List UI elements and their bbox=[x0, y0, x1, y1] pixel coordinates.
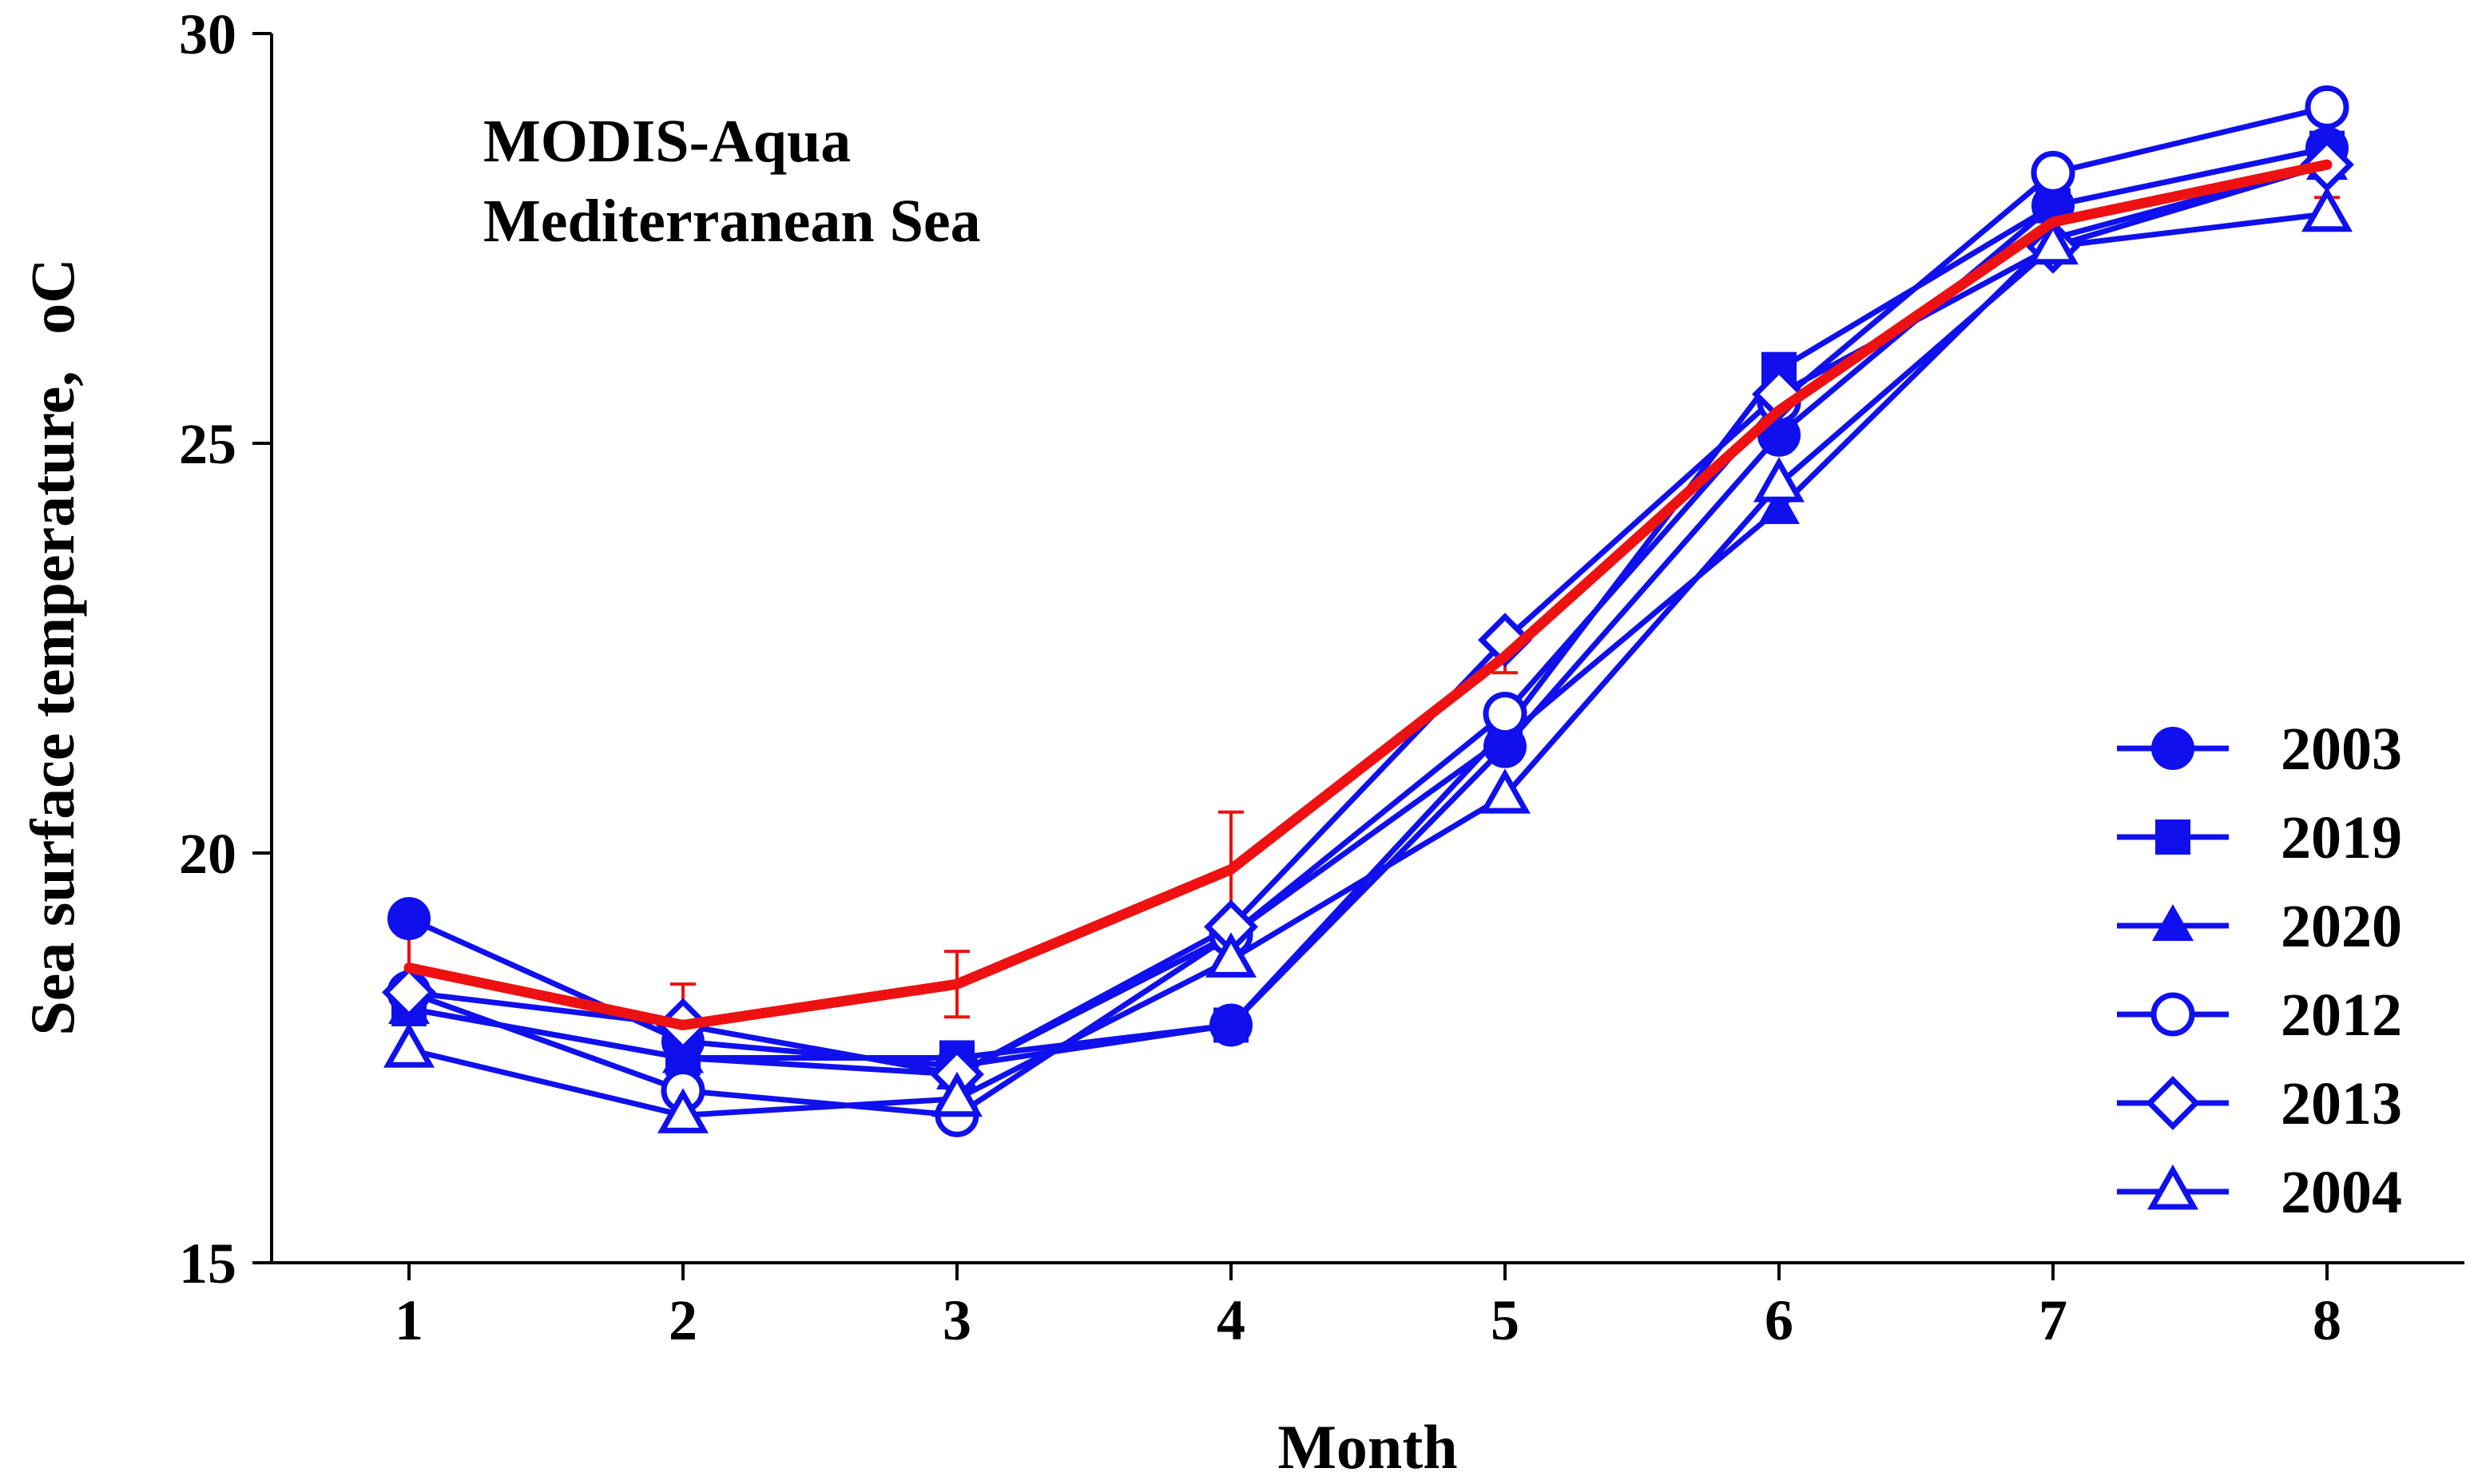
data-point-2004 bbox=[2301, 186, 2353, 232]
data-point-2004 bbox=[657, 1088, 709, 1133]
data-point-2004 bbox=[1479, 768, 1531, 814]
y-axis-label-group: Sea surface temperature, oC bbox=[18, 258, 87, 1035]
y-tick-label: 20 bbox=[179, 822, 236, 886]
legend-label-2019: 2019 bbox=[2281, 804, 2402, 871]
legend-label-2013: 2013 bbox=[2281, 1070, 2402, 1137]
mean-line-group bbox=[403, 159, 2333, 1030]
mean-layer bbox=[396, 130, 2340, 1068]
legend-label-2004: 2004 bbox=[2281, 1159, 2402, 1226]
data-point-2019 bbox=[1213, 1007, 1249, 1043]
legend-marker-2012 bbox=[2150, 992, 2195, 1037]
data-point-2012 bbox=[2305, 85, 2349, 129]
data-point-2004 bbox=[1205, 932, 1257, 978]
data-point-2004 bbox=[931, 1071, 983, 1117]
series-line-2013 bbox=[408, 161, 2329, 1077]
data-point-2013 bbox=[382, 965, 436, 1020]
data-point-2004 bbox=[2027, 219, 2079, 265]
data-point-2012 bbox=[2031, 150, 2075, 195]
legend-marker-2013 bbox=[2146, 1076, 2200, 1130]
y-tick-label: 25 bbox=[179, 412, 236, 476]
legend: 2003 2019 2020 2012 2013 2004 bbox=[2117, 716, 2402, 1226]
legend-label-2020: 2020 bbox=[2281, 893, 2402, 960]
data-point-2020 bbox=[662, 1036, 704, 1073]
annotation-line-1: MODIS-Aqua bbox=[483, 108, 851, 175]
y-axis-label: Sea surface temperature, oC bbox=[18, 258, 87, 1035]
x-tick-label: 6 bbox=[1765, 1288, 1793, 1352]
legend-marker-2020 bbox=[2152, 904, 2194, 941]
x-tick-label: 7 bbox=[2039, 1288, 2067, 1352]
data-point-2012 bbox=[1483, 692, 1527, 736]
marker-layer bbox=[382, 85, 2354, 1137]
series-line-2019 bbox=[408, 145, 2328, 1061]
series-line-2003 bbox=[407, 145, 2328, 1069]
series-line-2012 bbox=[407, 104, 2328, 1118]
data-point-2004 bbox=[383, 1022, 435, 1068]
x-axis-label: Month bbox=[1277, 1412, 1457, 1482]
x-tick-label: 1 bbox=[395, 1288, 423, 1352]
mean-line bbox=[403, 159, 2333, 1030]
data-point-2003 bbox=[387, 897, 431, 941]
data-point-2004 bbox=[1753, 457, 1805, 502]
x-tick-label: 2 bbox=[669, 1288, 697, 1352]
legend-marker-2004 bbox=[2147, 1164, 2198, 1210]
data-point-2020 bbox=[1758, 487, 1800, 525]
x-tick-label: 3 bbox=[943, 1288, 971, 1352]
legend-label-2003: 2003 bbox=[2281, 716, 2402, 783]
legend-marker-2019 bbox=[2155, 819, 2190, 855]
y-axis-unit: oC bbox=[18, 258, 87, 334]
y-axis-label-text: Sea surface temperature, bbox=[18, 371, 87, 1035]
legend-label-2012: 2012 bbox=[2281, 982, 2402, 1049]
axes-layer bbox=[270, 34, 2464, 1264]
y-tick-label: 15 bbox=[179, 1232, 236, 1296]
annotation-line-2: Mediterranean Sea bbox=[483, 188, 981, 255]
x-tick-label: 4 bbox=[1217, 1288, 1245, 1352]
ticks-layer: 1 2 3 4 5 6 7 8 15 20 25 30 bbox=[179, 2, 2341, 1352]
series-line-2020 bbox=[408, 161, 2328, 1077]
x-tick-label: 5 bbox=[1491, 1288, 1519, 1352]
series-layer bbox=[407, 104, 2329, 1118]
series-line-2004 bbox=[408, 211, 2328, 1118]
x-tick-label: 8 bbox=[2313, 1288, 2341, 1352]
y-tick-label: 30 bbox=[179, 2, 236, 66]
legend-marker-2003 bbox=[2151, 727, 2194, 770]
